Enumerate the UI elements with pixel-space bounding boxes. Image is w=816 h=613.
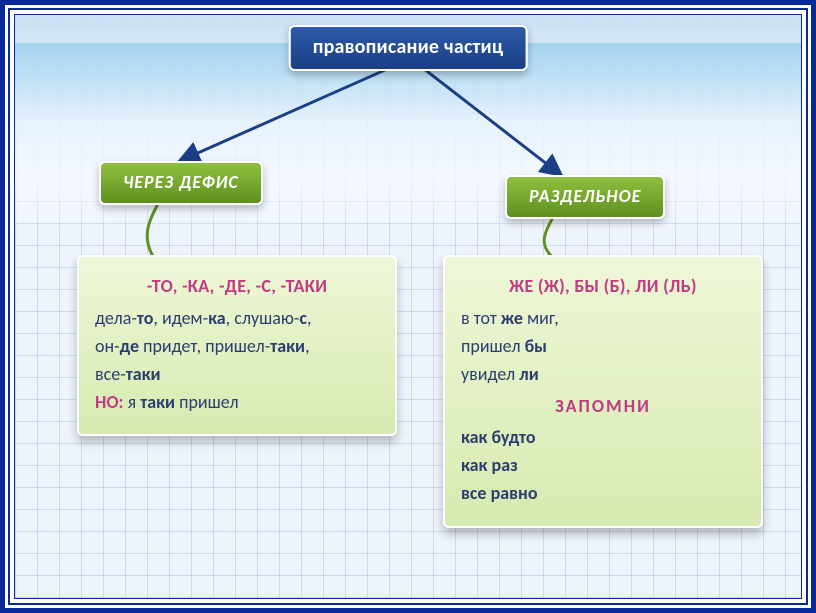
branch-hyphen-label: ЧЕРЕЗ ДЕФИС xyxy=(123,171,239,193)
outer-frame: правописание частиц ЧЕРЕЗ ДЕФИС РАЗДЕЛЬН… xyxy=(0,0,816,613)
card-separate-memo: ЗАПОМНИ xyxy=(461,393,745,421)
card-hyphen-line1: дела-то, идем-ка, слушаю-с, xyxy=(95,305,379,333)
diagram-title-text: правописание частиц xyxy=(313,35,504,59)
card-hyphen-line3: все-таки xyxy=(95,361,379,389)
card-hyphen-line2: он-де придет, пришел-таки, xyxy=(95,333,379,361)
branch-separate: РАЗДЕЛЬНОЕ xyxy=(505,175,665,219)
card-separate-line3: увидел ли xyxy=(461,361,745,389)
card-separate-heading: ЖЕ (Ж), БЫ (Б), ЛИ (ЛЬ) xyxy=(461,273,745,301)
card-hyphen-line4: НО: я таки пришел xyxy=(95,389,379,417)
diagram-title: правописание частиц xyxy=(289,25,528,71)
slide-canvas: правописание частиц ЧЕРЕЗ ДЕФИС РАЗДЕЛЬН… xyxy=(14,14,802,599)
card-separate-line2: пришел бы xyxy=(461,333,745,361)
card-separate-line4: как будто xyxy=(461,424,745,452)
card-hyphen-heading: -ТО, -КА, -ДЕ, -С, -ТАКИ xyxy=(95,273,379,301)
card-separate-line1: в тот же миг, xyxy=(461,305,745,333)
card-hyphen: -ТО, -КА, -ДЕ, -С, -ТАКИ дела-то, идем-к… xyxy=(77,255,397,436)
mid-frame: правописание частиц ЧЕРЕЗ ДЕФИС РАЗДЕЛЬН… xyxy=(8,8,808,605)
card-separate-line6: все равно xyxy=(461,480,745,508)
card-separate-line5: как раз xyxy=(461,452,745,480)
branch-separate-label: РАЗДЕЛЬНОЕ xyxy=(529,185,641,207)
branch-hyphen: ЧЕРЕЗ ДЕФИС xyxy=(99,161,263,205)
card-separate: ЖЕ (Ж), БЫ (Б), ЛИ (ЛЬ) в тот же миг, пр… xyxy=(443,255,763,528)
